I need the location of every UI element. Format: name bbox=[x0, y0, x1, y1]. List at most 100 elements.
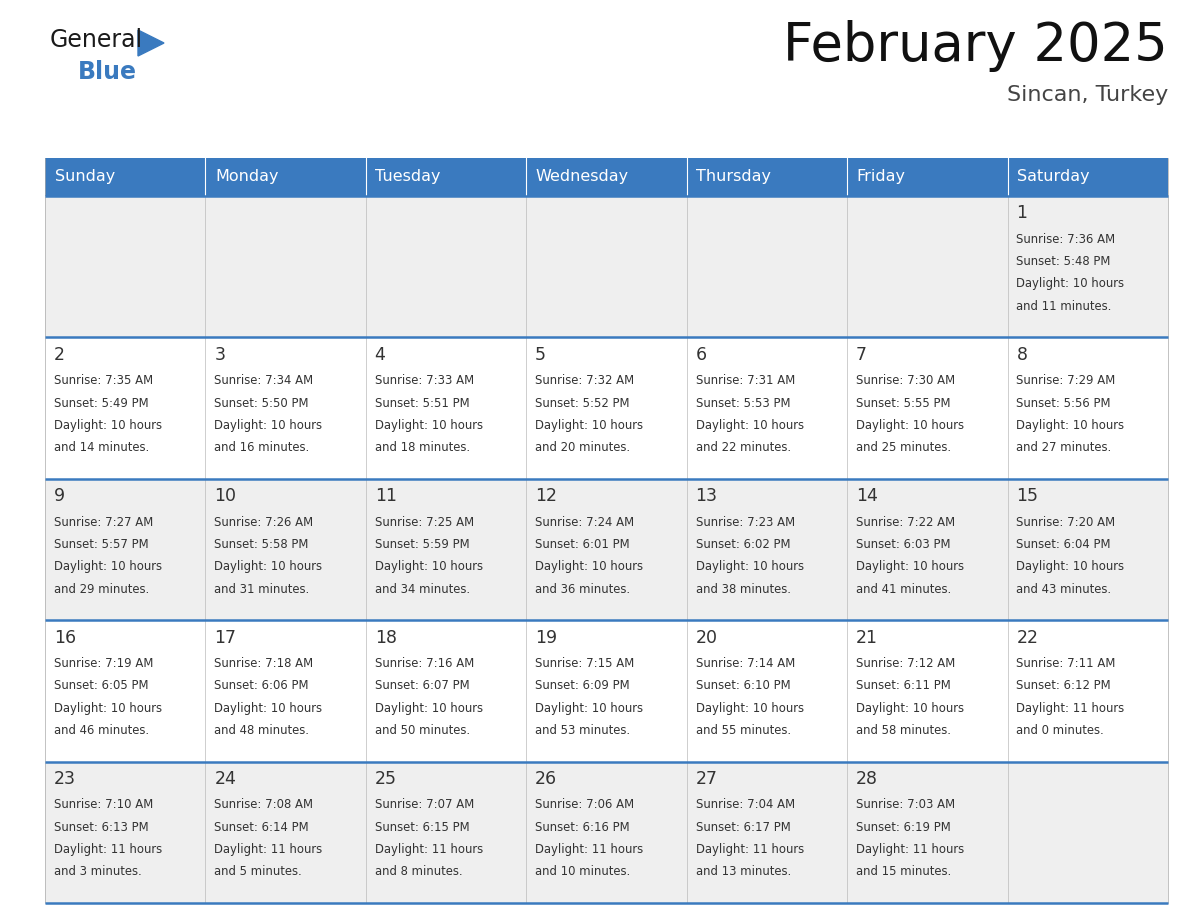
Text: 9: 9 bbox=[53, 487, 65, 505]
Text: Sunset: 6:04 PM: Sunset: 6:04 PM bbox=[1017, 538, 1111, 551]
Text: Sunrise: 7:30 AM: Sunrise: 7:30 AM bbox=[857, 375, 955, 387]
Bar bbox=[45, 338, 206, 479]
Text: Sunset: 6:03 PM: Sunset: 6:03 PM bbox=[857, 538, 950, 551]
Text: 23: 23 bbox=[53, 770, 76, 788]
Text: 11: 11 bbox=[374, 487, 397, 505]
Text: Sincan, Turkey: Sincan, Turkey bbox=[1006, 85, 1168, 105]
Text: and 8 minutes.: and 8 minutes. bbox=[374, 866, 462, 879]
Text: Sunset: 5:51 PM: Sunset: 5:51 PM bbox=[374, 397, 469, 409]
Text: Sunset: 6:05 PM: Sunset: 6:05 PM bbox=[53, 679, 148, 692]
Text: Monday: Monday bbox=[215, 170, 278, 185]
Bar bbox=[366, 762, 526, 903]
Text: 5: 5 bbox=[535, 346, 546, 364]
Text: Sunset: 6:06 PM: Sunset: 6:06 PM bbox=[214, 679, 309, 692]
Text: 4: 4 bbox=[374, 346, 386, 364]
Text: 6: 6 bbox=[695, 346, 707, 364]
Text: Sunrise: 7:18 AM: Sunrise: 7:18 AM bbox=[214, 657, 314, 670]
Text: Sunrise: 7:20 AM: Sunrise: 7:20 AM bbox=[1017, 516, 1116, 529]
Bar bbox=[1007, 158, 1168, 196]
Text: Saturday: Saturday bbox=[1017, 170, 1089, 185]
Text: Daylight: 10 hours: Daylight: 10 hours bbox=[535, 419, 643, 431]
Text: 25: 25 bbox=[374, 770, 397, 788]
Text: Daylight: 11 hours: Daylight: 11 hours bbox=[53, 843, 162, 856]
Bar bbox=[687, 479, 847, 621]
Text: Sunrise: 7:27 AM: Sunrise: 7:27 AM bbox=[53, 516, 153, 529]
Text: Daylight: 10 hours: Daylight: 10 hours bbox=[214, 419, 322, 431]
Bar bbox=[1007, 621, 1168, 762]
Bar bbox=[687, 762, 847, 903]
Text: and 38 minutes.: and 38 minutes. bbox=[695, 583, 790, 596]
Text: and 10 minutes.: and 10 minutes. bbox=[535, 866, 631, 879]
Bar bbox=[366, 621, 526, 762]
Bar bbox=[366, 158, 526, 196]
Text: 18: 18 bbox=[374, 629, 397, 646]
Text: 16: 16 bbox=[53, 629, 76, 646]
Text: Sunrise: 7:08 AM: Sunrise: 7:08 AM bbox=[214, 799, 314, 812]
Bar bbox=[1007, 762, 1168, 903]
Text: and 48 minutes.: and 48 minutes. bbox=[214, 724, 309, 737]
Bar bbox=[526, 196, 687, 338]
Text: Daylight: 10 hours: Daylight: 10 hours bbox=[374, 560, 482, 573]
Text: Sunset: 6:10 PM: Sunset: 6:10 PM bbox=[695, 679, 790, 692]
Text: Sunset: 5:52 PM: Sunset: 5:52 PM bbox=[535, 397, 630, 409]
Text: Daylight: 10 hours: Daylight: 10 hours bbox=[214, 701, 322, 714]
Text: and 16 minutes.: and 16 minutes. bbox=[214, 442, 310, 454]
Text: and 25 minutes.: and 25 minutes. bbox=[857, 442, 952, 454]
Text: Thursday: Thursday bbox=[696, 170, 771, 185]
Text: Daylight: 10 hours: Daylight: 10 hours bbox=[1017, 419, 1124, 431]
Text: Daylight: 10 hours: Daylight: 10 hours bbox=[374, 419, 482, 431]
Text: and 41 minutes.: and 41 minutes. bbox=[857, 583, 952, 596]
Text: and 58 minutes.: and 58 minutes. bbox=[857, 724, 950, 737]
Text: Sunrise: 7:33 AM: Sunrise: 7:33 AM bbox=[374, 375, 474, 387]
Text: Sunrise: 7:06 AM: Sunrise: 7:06 AM bbox=[535, 799, 634, 812]
Bar bbox=[526, 479, 687, 621]
Bar bbox=[847, 762, 1007, 903]
Text: and 3 minutes.: and 3 minutes. bbox=[53, 866, 141, 879]
Text: Daylight: 11 hours: Daylight: 11 hours bbox=[857, 843, 965, 856]
Bar bbox=[687, 158, 847, 196]
Text: Blue: Blue bbox=[78, 60, 137, 84]
Text: and 31 minutes.: and 31 minutes. bbox=[214, 583, 310, 596]
Text: 26: 26 bbox=[535, 770, 557, 788]
Bar bbox=[366, 338, 526, 479]
Text: 20: 20 bbox=[695, 629, 718, 646]
Text: Sunset: 5:53 PM: Sunset: 5:53 PM bbox=[695, 397, 790, 409]
Text: Sunset: 5:57 PM: Sunset: 5:57 PM bbox=[53, 538, 148, 551]
Text: Daylight: 10 hours: Daylight: 10 hours bbox=[53, 701, 162, 714]
Bar bbox=[526, 338, 687, 479]
Text: 1: 1 bbox=[1017, 205, 1028, 222]
Text: 13: 13 bbox=[695, 487, 718, 505]
Text: Daylight: 10 hours: Daylight: 10 hours bbox=[695, 419, 803, 431]
Bar bbox=[526, 621, 687, 762]
Bar bbox=[687, 338, 847, 479]
Polygon shape bbox=[138, 30, 164, 56]
Text: Sunset: 6:12 PM: Sunset: 6:12 PM bbox=[1017, 679, 1111, 692]
Bar bbox=[206, 762, 366, 903]
Bar bbox=[526, 158, 687, 196]
Bar bbox=[45, 479, 206, 621]
Text: and 0 minutes.: and 0 minutes. bbox=[1017, 724, 1104, 737]
Text: 19: 19 bbox=[535, 629, 557, 646]
Text: Sunrise: 7:19 AM: Sunrise: 7:19 AM bbox=[53, 657, 153, 670]
Text: Daylight: 11 hours: Daylight: 11 hours bbox=[214, 843, 322, 856]
Text: Daylight: 10 hours: Daylight: 10 hours bbox=[857, 419, 963, 431]
Text: 7: 7 bbox=[857, 346, 867, 364]
Text: 15: 15 bbox=[1017, 487, 1038, 505]
Text: 14: 14 bbox=[857, 487, 878, 505]
Text: 12: 12 bbox=[535, 487, 557, 505]
Text: Sunrise: 7:07 AM: Sunrise: 7:07 AM bbox=[374, 799, 474, 812]
Text: Sunset: 5:58 PM: Sunset: 5:58 PM bbox=[214, 538, 309, 551]
Bar bbox=[847, 338, 1007, 479]
Text: Daylight: 10 hours: Daylight: 10 hours bbox=[1017, 277, 1124, 290]
Bar bbox=[366, 479, 526, 621]
Text: and 18 minutes.: and 18 minutes. bbox=[374, 442, 469, 454]
Text: 21: 21 bbox=[857, 629, 878, 646]
Bar bbox=[206, 338, 366, 479]
Text: Sunset: 5:56 PM: Sunset: 5:56 PM bbox=[1017, 397, 1111, 409]
Text: Sunset: 6:15 PM: Sunset: 6:15 PM bbox=[374, 821, 469, 834]
Text: Sunrise: 7:12 AM: Sunrise: 7:12 AM bbox=[857, 657, 955, 670]
Text: Sunrise: 7:10 AM: Sunrise: 7:10 AM bbox=[53, 799, 153, 812]
Text: Sunset: 6:16 PM: Sunset: 6:16 PM bbox=[535, 821, 630, 834]
Text: Daylight: 10 hours: Daylight: 10 hours bbox=[1017, 560, 1124, 573]
Bar bbox=[206, 196, 366, 338]
